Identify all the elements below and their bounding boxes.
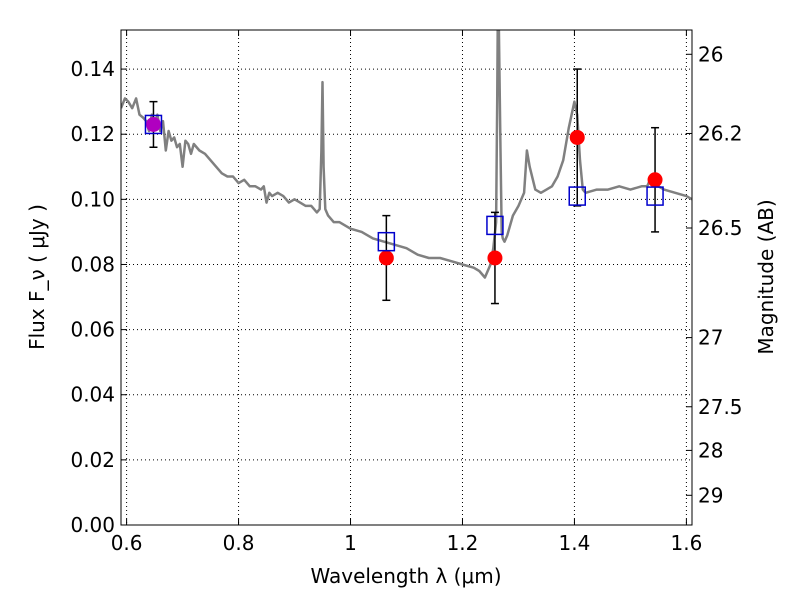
x-axis-label: Wavelength λ (μm): [310, 564, 501, 588]
model-photometry-layer: [144, 114, 664, 252]
y-axis-right: 26 26.2 26.5 27 27.5 28 29: [686, 42, 743, 507]
y-tick-label: 0.14: [70, 57, 115, 81]
y-axis-label: Flux F_ν ( μJy ): [25, 204, 49, 350]
model-photometry-square: [486, 215, 504, 236]
model-spectrum-layer: [121, 30, 692, 279]
mag-tick-label: 26.5: [698, 216, 743, 240]
x-tick-label: 1: [344, 531, 357, 555]
y-tick-label: 0.00: [70, 513, 115, 537]
y-tick-label: 0.02: [70, 448, 115, 472]
grid: [121, 30, 692, 526]
observed-point: [145, 116, 161, 132]
observed-point: [569, 129, 585, 145]
y-tick-label: 0.12: [70, 122, 115, 146]
y-axis-label-right: Magnitude (AB): [754, 199, 778, 354]
model-photometry-square: [646, 186, 664, 206]
x-tick-label: 1.2: [447, 531, 479, 555]
observed-point: [378, 250, 394, 266]
model-photometry-square: [568, 186, 586, 206]
y-axis-left: 0.00 0.02 0.04 0.06 0.08 0.10 0.12 0.14: [70, 57, 127, 537]
x-axis: 0.6 0.8 1 1.2 1.4 1.6: [111, 30, 702, 555]
x-tick-label: 0.8: [223, 531, 255, 555]
y-tick-label: 0.10: [70, 187, 115, 211]
mag-tick-label: 26: [698, 42, 723, 66]
plot-frame: [120, 29, 693, 526]
model-photometry-square: [144, 114, 163, 135]
observed-point: [647, 172, 663, 188]
y-tick-label: 0.08: [70, 252, 115, 276]
observed-point: [487, 250, 503, 266]
mag-tick-label: 29: [698, 483, 723, 507]
model-photometry-square: [377, 231, 396, 252]
y-tick-label: 0.04: [70, 383, 115, 407]
model-spectrum-line: [121, 30, 692, 279]
mag-tick-label: 27.5: [698, 395, 743, 419]
observed-points-layer: [145, 116, 663, 266]
mag-tick-label: 26.2: [698, 121, 743, 145]
mag-tick-label: 28: [698, 438, 723, 462]
x-tick-label: 1.6: [670, 531, 702, 555]
mag-tick-label: 27: [698, 326, 723, 350]
x-tick-label: 1.4: [559, 531, 591, 555]
y-tick-label: 0.06: [70, 318, 115, 342]
x-tick-label: 0.6: [111, 531, 143, 555]
